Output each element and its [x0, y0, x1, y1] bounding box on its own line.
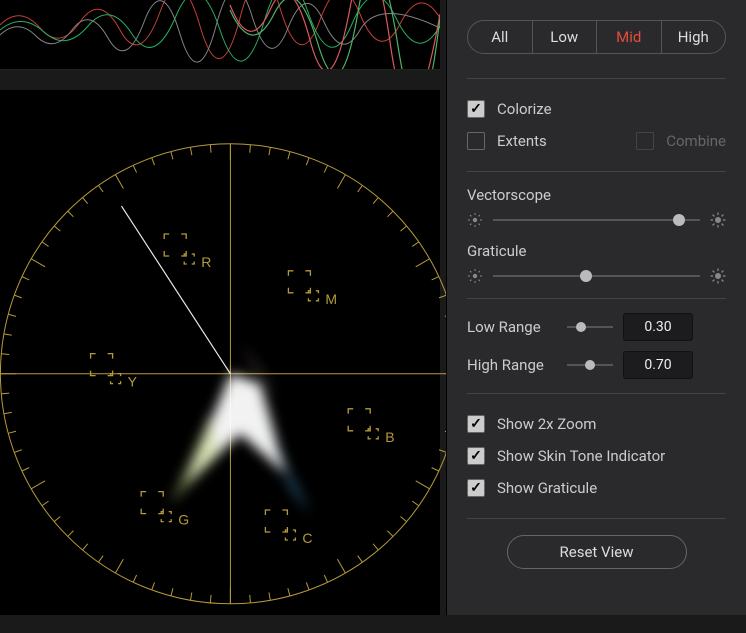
svg-text:R: R: [201, 254, 211, 270]
vectorscope-graticule: R M B C G Y: [0, 113, 490, 633]
combine-checkbox: [636, 132, 654, 150]
waveform-strip: [0, 0, 440, 70]
high-range-slider[interactable]: [567, 357, 613, 373]
low-range-slider[interactable]: [567, 319, 613, 335]
high-range-label: High Range: [467, 356, 557, 374]
show-skin-label: Show Skin Tone Indicator: [497, 447, 665, 465]
extents-label: Extents: [497, 132, 547, 150]
extents-checkbox[interactable]: [467, 132, 485, 150]
divider: [467, 78, 726, 79]
show-zoom-label: Show 2x Zoom: [497, 415, 596, 433]
vectorscope-brightness-row: [467, 212, 726, 228]
colorize-checkbox[interactable]: [467, 100, 485, 118]
svg-text:B: B: [385, 428, 394, 444]
low-range-value[interactable]: 0.30: [623, 313, 693, 341]
high-range-value[interactable]: 0.70: [623, 351, 693, 379]
combine-label: Combine: [666, 132, 726, 150]
divider: [467, 298, 726, 299]
show-zoom-checkbox[interactable]: [467, 415, 485, 433]
brightness-low-icon: [467, 212, 483, 228]
vectorscope-heading: Vectorscope: [467, 186, 726, 204]
colorize-label: Colorize: [497, 100, 552, 118]
settings-panel: AllLowMidHigh Colorize Extents Combine V…: [446, 0, 746, 615]
show-zoom-row: Show 2x Zoom: [467, 408, 726, 440]
segment-low[interactable]: Low: [533, 21, 598, 53]
vectorscope-area: R M B C G Y: [0, 90, 440, 615]
svg-text:Y: Y: [128, 373, 138, 389]
svg-text:C: C: [302, 530, 312, 546]
vectorscope-brightness-slider[interactable]: [493, 212, 700, 228]
segment-high[interactable]: High: [662, 21, 726, 53]
segment-mid[interactable]: Mid: [597, 21, 662, 53]
divider: [467, 393, 726, 394]
reset-view-button[interactable]: Reset View: [507, 535, 687, 569]
svg-text:G: G: [178, 511, 189, 527]
brightness-high-icon: [710, 268, 726, 284]
svg-text:M: M: [325, 290, 337, 306]
brightness-high-icon: [710, 212, 726, 228]
brightness-low-icon: [467, 268, 483, 284]
low-range-row: Low Range 0.30: [467, 313, 726, 341]
divider: [467, 171, 726, 172]
show-skin-checkbox[interactable]: [467, 447, 485, 465]
colorize-row: Colorize: [467, 93, 726, 125]
show-graticule-label: Show Graticule: [497, 479, 597, 497]
show-graticule-row: Show Graticule: [467, 472, 726, 504]
range-segmented-control[interactable]: AllLowMidHigh: [467, 20, 726, 54]
graticule-heading: Graticule: [467, 242, 726, 260]
graticule-brightness-slider[interactable]: [493, 268, 700, 284]
graticule-brightness-row: [467, 268, 726, 284]
high-range-row: High Range 0.70: [467, 351, 726, 379]
divider: [467, 518, 726, 519]
show-skin-row: Show Skin Tone Indicator: [467, 440, 726, 472]
extents-row: Extents Combine: [467, 125, 726, 157]
segment-all[interactable]: All: [468, 21, 533, 53]
low-range-label: Low Range: [467, 318, 557, 336]
show-graticule-checkbox[interactable]: [467, 479, 485, 497]
